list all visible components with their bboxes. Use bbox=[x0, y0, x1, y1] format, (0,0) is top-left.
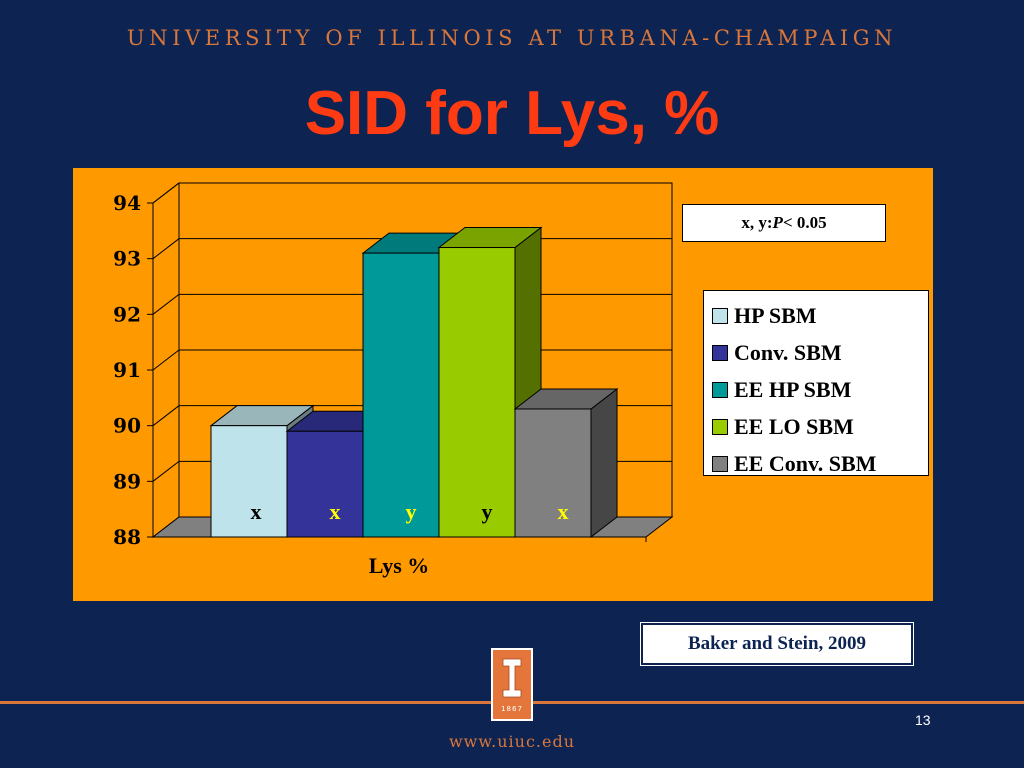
bar bbox=[210, 425, 288, 538]
bar-side bbox=[590, 387, 618, 539]
y-tick-label: 94 bbox=[113, 191, 141, 215]
legend-swatch bbox=[712, 455, 728, 472]
legend-label: EE HP SBM bbox=[734, 376, 852, 402]
block-i-icon bbox=[502, 658, 522, 698]
note-prefix: x, y: bbox=[741, 213, 773, 232]
bar-significance-label: y bbox=[406, 499, 417, 524]
bar bbox=[514, 408, 592, 538]
legend-item: EE Conv. SBM bbox=[712, 445, 928, 482]
legend-label: EE Conv. SBM bbox=[734, 450, 877, 476]
legend-swatch bbox=[712, 418, 728, 435]
bar-significance-label: y bbox=[482, 499, 493, 524]
legend-item: Conv. SBM bbox=[712, 334, 928, 371]
legend-label: HP SBM bbox=[734, 302, 817, 328]
bar-chart: 88 89 90 91 92 93 94 x x y y x Lys % bbox=[113, 181, 674, 578]
y-tick-label: 91 bbox=[113, 358, 141, 382]
legend-swatch bbox=[712, 344, 728, 361]
chart-legend: HP SBM Conv. SBM EE HP SBM EE LO SBM EE Conv… bbox=[703, 290, 929, 476]
note-p: P bbox=[772, 213, 783, 232]
bar bbox=[438, 247, 516, 538]
citation-box: Baker and Stein, 2009 bbox=[640, 622, 914, 666]
legend-label: EE LO SBM bbox=[734, 413, 854, 439]
x-axis-label: Lys % bbox=[369, 553, 430, 578]
y-tick-label: 92 bbox=[113, 302, 141, 326]
legend-swatch bbox=[712, 381, 728, 398]
university-header: UNIVERSITY OF ILLINOIS AT URBANA-CHAMPAI… bbox=[126, 26, 898, 50]
legend-swatch bbox=[712, 307, 728, 324]
page-number: 13 bbox=[915, 712, 931, 728]
legend-item: EE HP SBM bbox=[712, 371, 928, 408]
gridline bbox=[152, 182, 672, 204]
university-logo: 1867 bbox=[491, 648, 533, 721]
bar bbox=[286, 430, 364, 538]
note-suffix: < 0.05 bbox=[782, 213, 827, 232]
y-tick-label: 90 bbox=[113, 414, 141, 438]
bar bbox=[362, 252, 440, 538]
y-tick-label: 89 bbox=[113, 469, 141, 493]
legend-item: EE LO SBM bbox=[712, 408, 928, 445]
y-tick-label: 88 bbox=[113, 525, 141, 549]
slide-title: SID for Lys, % bbox=[304, 79, 720, 148]
bar-significance-label: x bbox=[330, 499, 341, 524]
y-tick-label: 93 bbox=[113, 247, 141, 271]
bar-significance-label: x bbox=[558, 499, 569, 524]
legend-label: Conv. SBM bbox=[734, 339, 842, 365]
logo-year: 1867 bbox=[501, 705, 523, 713]
website-url: www.uiuc.edu bbox=[448, 732, 576, 751]
bar-significance-label: x bbox=[251, 499, 262, 524]
significance-note: x, y: P < 0.05 bbox=[682, 204, 886, 242]
legend-item: HP SBM bbox=[712, 297, 928, 334]
